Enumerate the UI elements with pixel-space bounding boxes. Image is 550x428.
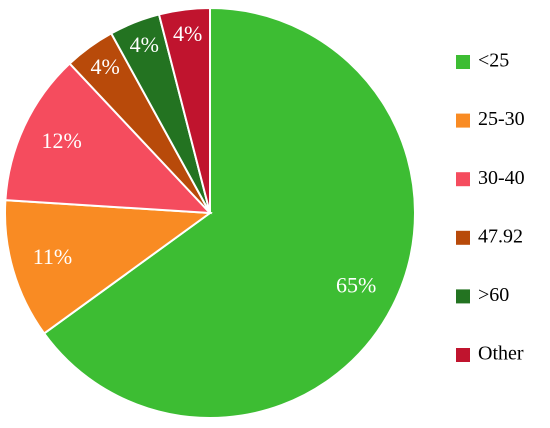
slice-label: 65% bbox=[336, 273, 376, 298]
pie-slice bbox=[42, 6, 416, 419]
slice-label: 4% bbox=[91, 54, 120, 79]
slice-label: 4% bbox=[173, 21, 202, 46]
legend-swatch bbox=[456, 55, 470, 69]
legend-label: 30-40 bbox=[478, 167, 525, 189]
pie-slice bbox=[4, 62, 213, 215]
legend-swatch bbox=[456, 289, 470, 304]
pie-slice bbox=[157, 6, 211, 214]
legend-label: Other bbox=[478, 343, 524, 365]
pie-slice bbox=[4, 199, 213, 335]
legend-label: 25-30 bbox=[478, 108, 525, 130]
legend-label: 47.92 bbox=[478, 225, 523, 247]
legend-label: <25 bbox=[478, 50, 509, 72]
legend-swatch bbox=[456, 172, 470, 187]
slice-label: 4% bbox=[130, 32, 159, 57]
legend-label: >60 bbox=[478, 284, 509, 306]
legend-swatch bbox=[456, 113, 470, 128]
legend-swatch bbox=[456, 348, 470, 362]
legend-swatch bbox=[456, 230, 470, 245]
slice-label: 11% bbox=[33, 244, 73, 269]
slice-label: 12% bbox=[41, 128, 81, 153]
